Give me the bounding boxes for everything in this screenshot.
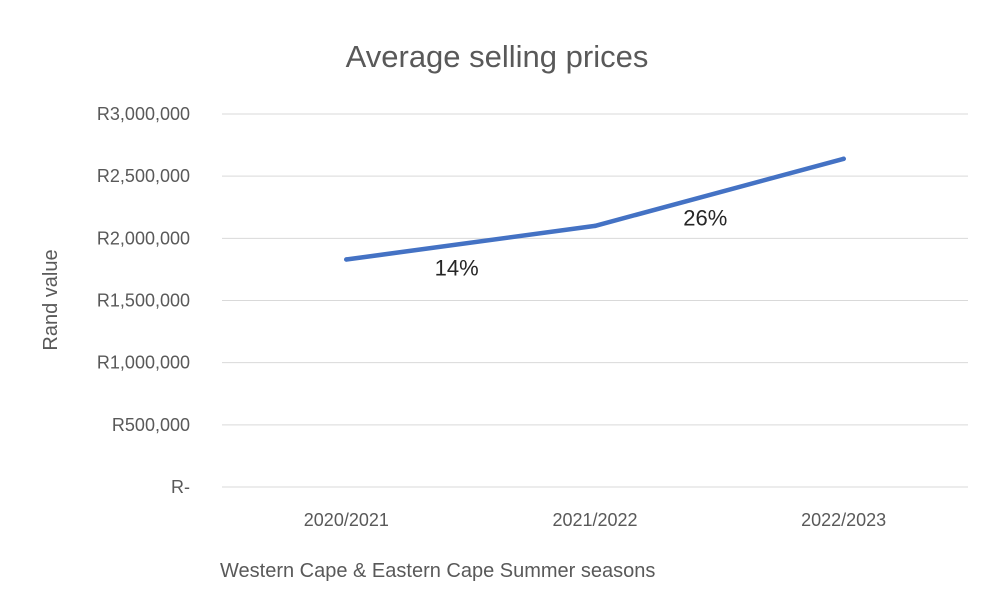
y-tick-label: R500,000: [112, 415, 190, 435]
y-tick-label: R-: [171, 477, 190, 497]
chart-title: Average selling prices: [346, 39, 649, 74]
y-tick-label: R2,500,000: [97, 166, 190, 186]
y-tick-label: R2,000,000: [97, 228, 190, 248]
x-tick-label: 2020/2021: [304, 510, 389, 530]
data-point: [592, 223, 598, 229]
y-axis-title: Rand value: [40, 249, 62, 350]
series-group: [344, 156, 846, 262]
data-point: [841, 156, 846, 161]
x-tick-label: 2021/2022: [552, 510, 637, 530]
change-label: 26%: [683, 205, 727, 230]
data-labels: 14% 26%: [435, 205, 728, 280]
y-tick-label: R3,000,000: [97, 104, 190, 124]
x-axis-title: Western Cape & Eastern Cape Summer seaso…: [220, 560, 655, 582]
data-point: [344, 257, 349, 262]
y-tick-label: R1,000,000: [97, 353, 190, 373]
change-label: 14%: [435, 256, 479, 281]
y-tick-label: R1,500,000: [97, 291, 190, 311]
series-line: [344, 156, 846, 262]
x-tick-label: 2022/2023: [801, 510, 886, 530]
y-axis-ticks: R- R500,000 R1,000,000 R1,500,000 R2,000,000…: [97, 104, 190, 497]
x-axis-ticks: 2020/2021 2021/2022 2022/2023: [304, 510, 886, 530]
gridlines: [222, 113, 968, 488]
